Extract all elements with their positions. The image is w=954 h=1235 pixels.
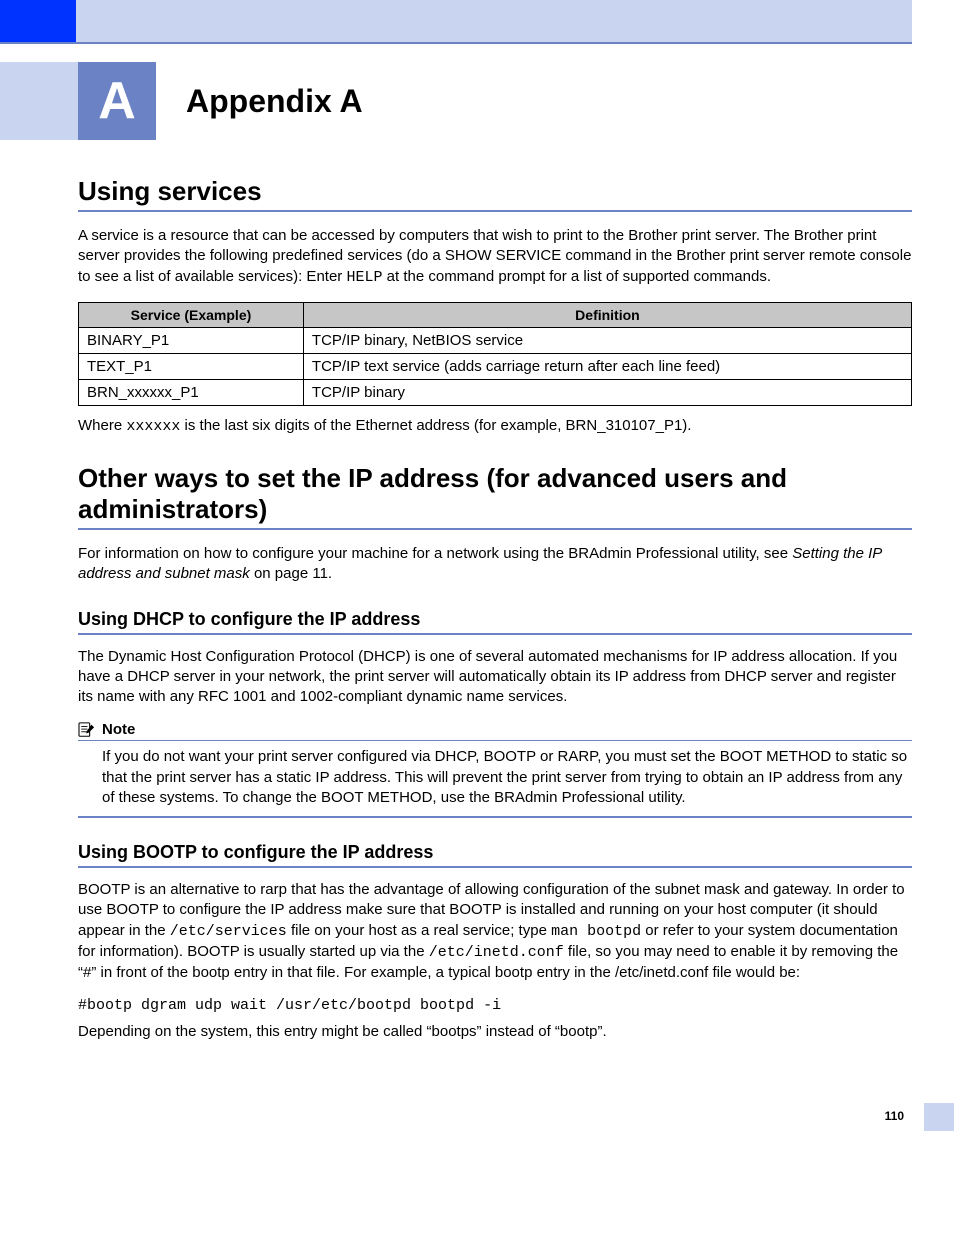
table-cell: BINARY_P1 — [79, 327, 304, 353]
header-right-gap — [912, 0, 954, 42]
bootp-code-man-bootpd: man bootpd — [551, 923, 641, 940]
table-header-service: Service (Example) — [79, 302, 304, 327]
s2-intro-post: on page 11. — [250, 565, 332, 582]
bootp-title: Using BOOTP to configure the IP address — [78, 842, 912, 868]
bootp-code-inetd-conf: /etc/inetd.conf — [429, 944, 564, 961]
note-box: Note If you do not want your print serve… — [78, 721, 912, 818]
table-cell: TEXT_P1 — [79, 353, 304, 379]
section2-intro: For information on how to configure your… — [78, 544, 912, 585]
table-cell: BRN_xxxxxx_P1 — [79, 379, 304, 405]
dhcp-body: The Dynamic Host Configuration Protocol … — [78, 647, 912, 708]
page-footer: 110 — [0, 1103, 954, 1131]
bootp-p1-b: file on your host as a real service; typ… — [287, 922, 551, 939]
table-cell: TCP/IP binary — [303, 379, 911, 405]
table-row: TEXT_P1 TCP/IP text service (adds carria… — [79, 353, 912, 379]
note-label: Note — [102, 721, 135, 738]
chapter-title: Appendix A — [186, 83, 363, 120]
note-body: If you do not want your print server con… — [78, 741, 912, 818]
note-icon — [78, 722, 96, 738]
services-footnote: Where xxxxxx is the last six digits of t… — [78, 416, 912, 437]
header-blue-block — [0, 0, 76, 42]
table-header-definition: Definition — [303, 302, 911, 327]
using-services-intro: A service is a resource that can be acce… — [78, 226, 912, 288]
bootp-code-etc-services: /etc/services — [170, 923, 287, 940]
intro-text-post: at the command prompt for a list of supp… — [382, 268, 771, 285]
services-table: Service (Example) Definition BINARY_P1 T… — [78, 302, 912, 406]
intro-code-help: HELP — [346, 269, 382, 286]
chapter-header: A Appendix A — [0, 62, 912, 140]
footnote-pre: Where — [78, 417, 126, 434]
chapter-badge: A — [78, 62, 156, 140]
bootp-p1: BOOTP is an alternative to rarp that has… — [78, 880, 912, 983]
section-using-services-title: Using services — [78, 176, 912, 212]
s2-intro-pre: For information on how to configure your… — [78, 545, 792, 562]
table-header-row: Service (Example) Definition — [79, 302, 912, 327]
section-other-ways-title: Other ways to set the IP address (for ad… — [78, 463, 912, 530]
table-row: BRN_xxxxxx_P1 TCP/IP binary — [79, 379, 912, 405]
table-cell: TCP/IP binary, NetBIOS service — [303, 327, 911, 353]
bootp-p2: Depending on the system, this entry migh… — [78, 1022, 912, 1042]
page-number: 110 — [885, 1109, 904, 1123]
page-header — [0, 0, 954, 42]
footer-tab — [924, 1103, 954, 1131]
footnote-code: xxxxxx — [126, 418, 180, 435]
table-cell: TCP/IP text service (adds carriage retur… — [303, 353, 911, 379]
bootp-code-line: #bootp dgram udp wait /usr/etc/bootpd bo… — [78, 997, 912, 1014]
chapter-left-stripe — [0, 62, 78, 140]
header-light-block — [76, 0, 912, 42]
footnote-post: is the last six digits of the Ethernet a… — [180, 417, 691, 434]
dhcp-title: Using DHCP to configure the IP address — [78, 609, 912, 635]
note-header: Note — [78, 721, 912, 741]
table-row: BINARY_P1 TCP/IP binary, NetBIOS service — [79, 327, 912, 353]
page-content: A Appendix A Using services A service is… — [0, 44, 954, 1077]
